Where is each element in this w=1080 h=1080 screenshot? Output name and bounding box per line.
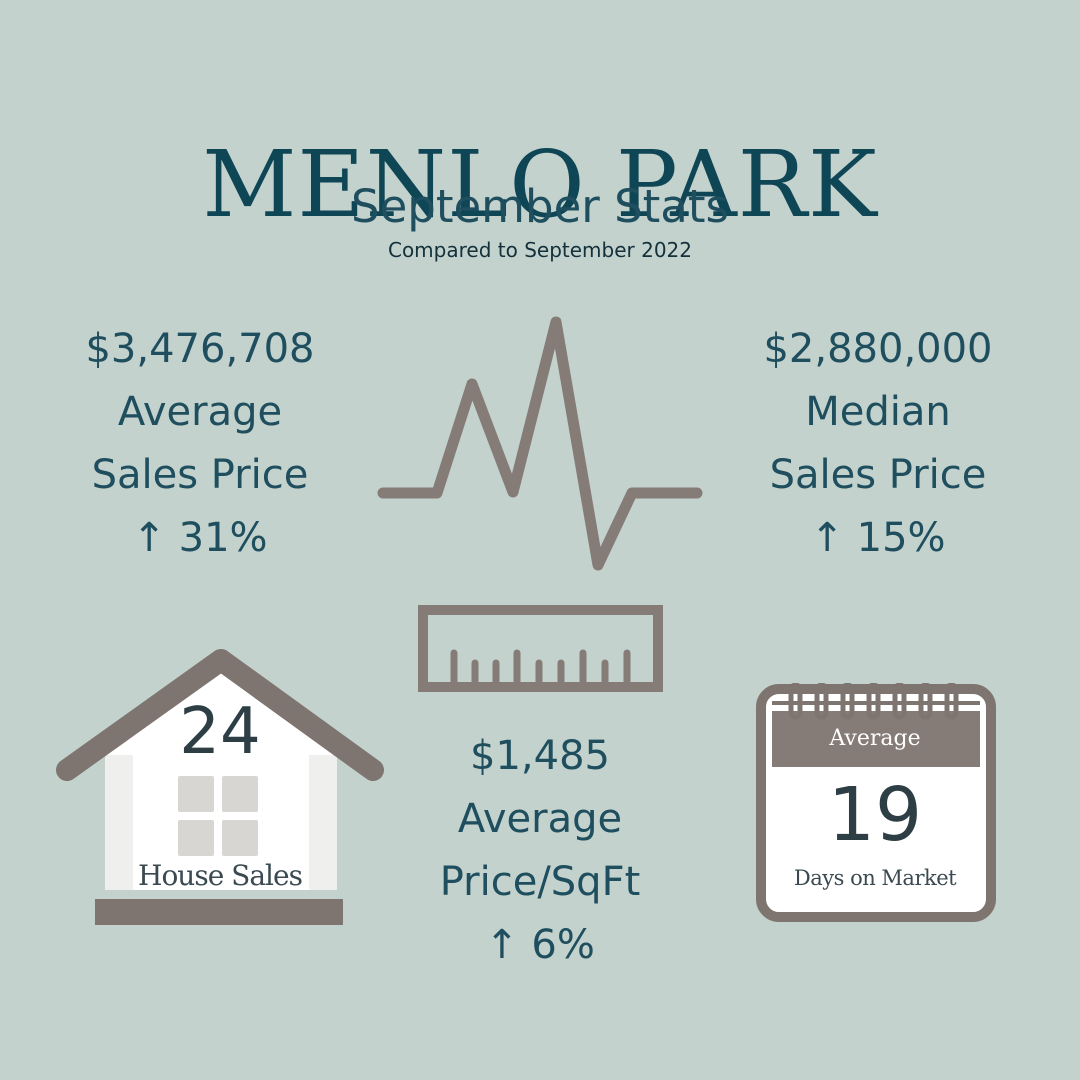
average-price-sqft-label-2: Price/SqFt — [439, 859, 641, 905]
average-price-sqft-label-1: Average — [457, 796, 623, 842]
comparison-note: Compared to September 2022 — [387, 238, 692, 262]
page-title: MENLO PARK — [202, 130, 878, 238]
heartbeat-line-icon — [377, 316, 703, 571]
house-icon — [56, 649, 384, 925]
house-sales-label: House Sales — [138, 859, 303, 892]
average-sales-price-label-1: Average — [117, 389, 283, 435]
median-sales-price-label-1: Median — [805, 389, 951, 435]
average-sales-price-label-2: Sales Price — [91, 452, 309, 498]
median-sales-price-label-2: Sales Price — [769, 452, 987, 498]
average-price-sqft-value: $1,485 — [470, 733, 610, 779]
days-on-market-header: Average — [829, 726, 921, 751]
average-sales-price-change: ↑ 31% — [132, 515, 268, 561]
days-on-market-label: Days on Market — [793, 866, 957, 890]
days-on-market-value: 19 — [827, 772, 923, 858]
ruler-icon — [418, 605, 663, 692]
median-sales-price-value: $2,880,000 — [763, 326, 993, 372]
average-price-sqft-stat: $1,485 Average Price/SqFt ↑ 6% — [380, 725, 700, 977]
median-sales-price-stat: $2,880,000 Median Sales Price ↑ 15% — [718, 318, 1038, 570]
page-subtitle: September Stats — [351, 180, 729, 233]
house-sales-count: 24 — [179, 695, 261, 769]
average-sales-price-stat: $3,476,708 Average Sales Price ↑ 31% — [40, 318, 360, 570]
average-sales-price-value: $3,476,708 — [85, 326, 315, 372]
median-sales-price-change: ↑ 15% — [810, 515, 946, 561]
calendar-icon — [756, 683, 996, 922]
average-price-sqft-change: ↑ 6% — [485, 922, 595, 968]
